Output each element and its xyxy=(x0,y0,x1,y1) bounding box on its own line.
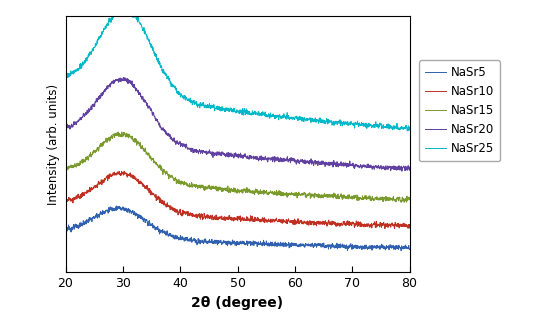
NaSr15 xyxy=(80,158,86,162)
NaSr15 xyxy=(406,198,413,202)
NaSr20 xyxy=(333,164,340,168)
NaSr10 xyxy=(396,225,403,228)
NaSr25 xyxy=(119,4,126,7)
NaSr10 xyxy=(382,227,388,231)
NaSr20 xyxy=(221,152,227,156)
Line: NaSr20: NaSr20 xyxy=(66,77,410,171)
NaSr15 xyxy=(221,187,227,191)
NaSr5 xyxy=(80,223,86,226)
NaSr20 xyxy=(406,166,413,170)
NaSr25 xyxy=(221,107,227,111)
X-axis label: 2θ (degree): 2θ (degree) xyxy=(192,295,283,309)
NaSr25 xyxy=(404,129,411,133)
NaSr15 xyxy=(115,130,121,134)
NaSr10 xyxy=(80,193,86,197)
NaSr10 xyxy=(406,223,413,227)
NaSr25 xyxy=(333,120,340,124)
Line: NaSr15: NaSr15 xyxy=(66,132,410,202)
NaSr5 xyxy=(230,242,236,246)
NaSr20 xyxy=(396,168,403,172)
NaSr20 xyxy=(399,169,405,173)
NaSr5 xyxy=(396,246,403,249)
NaSr10 xyxy=(396,225,403,229)
Legend: NaSr5, NaSr10, NaSr15, NaSr20, NaSr25: NaSr5, NaSr10, NaSr15, NaSr20, NaSr25 xyxy=(419,61,500,161)
NaSr15 xyxy=(396,195,403,199)
NaSr10 xyxy=(230,215,236,219)
Line: NaSr5: NaSr5 xyxy=(66,206,410,251)
NaSr15 xyxy=(230,189,236,192)
NaSr25 xyxy=(406,125,413,129)
NaSr25 xyxy=(396,127,403,131)
Y-axis label: Intensity (arb. units): Intensity (arb. units) xyxy=(47,84,60,205)
NaSr25 xyxy=(396,128,403,132)
NaSr20 xyxy=(62,125,69,129)
NaSr5 xyxy=(333,246,340,249)
NaSr25 xyxy=(80,63,86,67)
NaSr20 xyxy=(396,165,403,168)
NaSr5 xyxy=(113,204,120,208)
NaSr5 xyxy=(62,229,69,233)
NaSr5 xyxy=(221,239,227,243)
NaSr25 xyxy=(62,75,69,78)
NaSr5 xyxy=(406,247,413,251)
NaSr10 xyxy=(333,224,340,228)
Line: NaSr25: NaSr25 xyxy=(66,6,410,131)
NaSr10 xyxy=(121,169,127,173)
NaSr10 xyxy=(221,215,227,219)
Line: NaSr10: NaSr10 xyxy=(66,171,410,229)
NaSr20 xyxy=(121,75,127,79)
NaSr20 xyxy=(80,113,86,117)
NaSr25 xyxy=(230,110,236,114)
NaSr20 xyxy=(230,154,236,158)
NaSr15 xyxy=(333,197,340,201)
NaSr10 xyxy=(62,202,69,206)
NaSr15 xyxy=(398,201,405,204)
NaSr15 xyxy=(396,196,403,200)
NaSr5 xyxy=(398,249,405,253)
NaSr15 xyxy=(62,168,69,171)
NaSr5 xyxy=(396,245,403,249)
